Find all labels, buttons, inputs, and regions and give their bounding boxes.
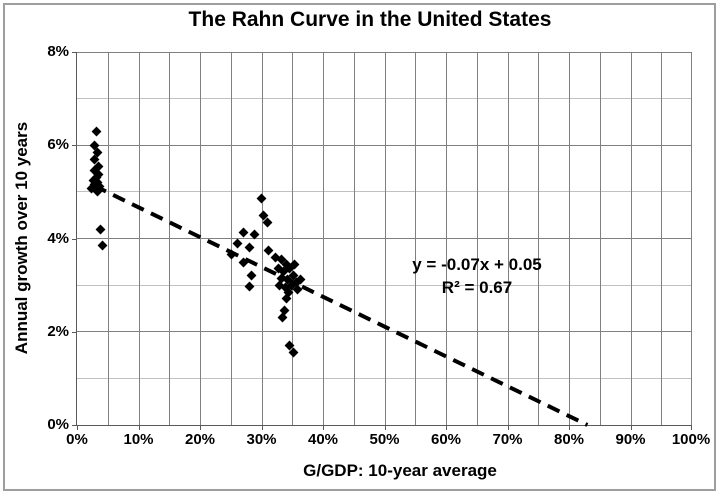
- x-axis-line: [76, 425, 692, 426]
- gridline-vertical: [169, 52, 171, 425]
- gridline-vertical: [323, 52, 324, 425]
- y-axis-tick: [72, 238, 77, 240]
- chart-title: The Rahn Curve in the United States: [188, 8, 552, 31]
- x-tick-label: 70%: [492, 431, 523, 448]
- x-tick-label: 40%: [307, 431, 339, 448]
- gridline-vertical: [138, 52, 140, 425]
- x-tick-label: 20%: [184, 431, 216, 448]
- x-axis-tick: [507, 425, 509, 430]
- gridline-vertical: [107, 52, 109, 425]
- x-tick-label: 30%: [246, 431, 277, 448]
- x-tick-label: 100%: [671, 431, 711, 448]
- gridline-vertical: [230, 52, 232, 425]
- trendline-r-squared: R² = 0.67: [441, 278, 513, 297]
- gridline-vertical: [261, 52, 263, 425]
- x-axis-tick: [77, 425, 78, 430]
- gridline-vertical: [415, 52, 417, 425]
- chart-frame: [3, 3, 716, 491]
- x-tick-label: 50%: [369, 431, 400, 448]
- gridline-vertical: [691, 52, 692, 425]
- x-axis-tick: [630, 425, 632, 430]
- gridline-vertical: [384, 52, 386, 425]
- gridline-vertical: [630, 52, 632, 425]
- x-tick-label: 10%: [123, 431, 154, 448]
- y-tick-label: 2%: [47, 322, 69, 340]
- gridline-vertical: [292, 52, 294, 425]
- y-tick-label: 8%: [47, 43, 69, 60]
- trendline-equation: y = -0.07x + 0.05: [412, 255, 542, 274]
- gridline-vertical: [569, 52, 570, 425]
- x-tick-label: 90%: [615, 431, 646, 448]
- x-tick-label: 60%: [430, 431, 462, 448]
- gridline-vertical: [476, 52, 478, 425]
- x-axis-tick: [138, 425, 140, 430]
- trendline: [93, 184, 589, 427]
- y-tick-label: 6%: [47, 136, 69, 154]
- x-axis-tick: [200, 425, 201, 430]
- x-axis-tick: [569, 425, 570, 430]
- x-axis-tick: [261, 425, 263, 430]
- y-axis-tick: [72, 145, 77, 147]
- x-axis-title: G/GDP: 10-year average: [303, 461, 497, 480]
- trendline-layer: [93, 184, 589, 427]
- x-axis-tick: [384, 425, 386, 430]
- gridline-vertical: [538, 52, 540, 425]
- x-axis-tick: [323, 425, 324, 430]
- y-axis-tick: [72, 52, 77, 53]
- gridline-vertical: [446, 52, 447, 425]
- x-axis-tick: [691, 425, 692, 430]
- y-axis-tick: [72, 331, 77, 333]
- gridline-vertical: [353, 52, 355, 425]
- x-axis-tick: [446, 425, 447, 430]
- gridline-vertical: [507, 52, 509, 425]
- y-tick-label: 0%: [47, 416, 69, 433]
- trendline-annotation: y = -0.07x + 0.05 R² = 0.67: [412, 253, 542, 299]
- y-tick-label: 4%: [47, 229, 69, 247]
- x-tick-label: 0%: [66, 431, 88, 448]
- x-tick-label: 80%: [553, 431, 585, 448]
- plot-area: [76, 51, 692, 427]
- gridline-vertical: [661, 52, 663, 425]
- gridline-vertical: [200, 52, 201, 425]
- gridline-vertical: [599, 52, 601, 425]
- y-axis-tick: [72, 425, 77, 426]
